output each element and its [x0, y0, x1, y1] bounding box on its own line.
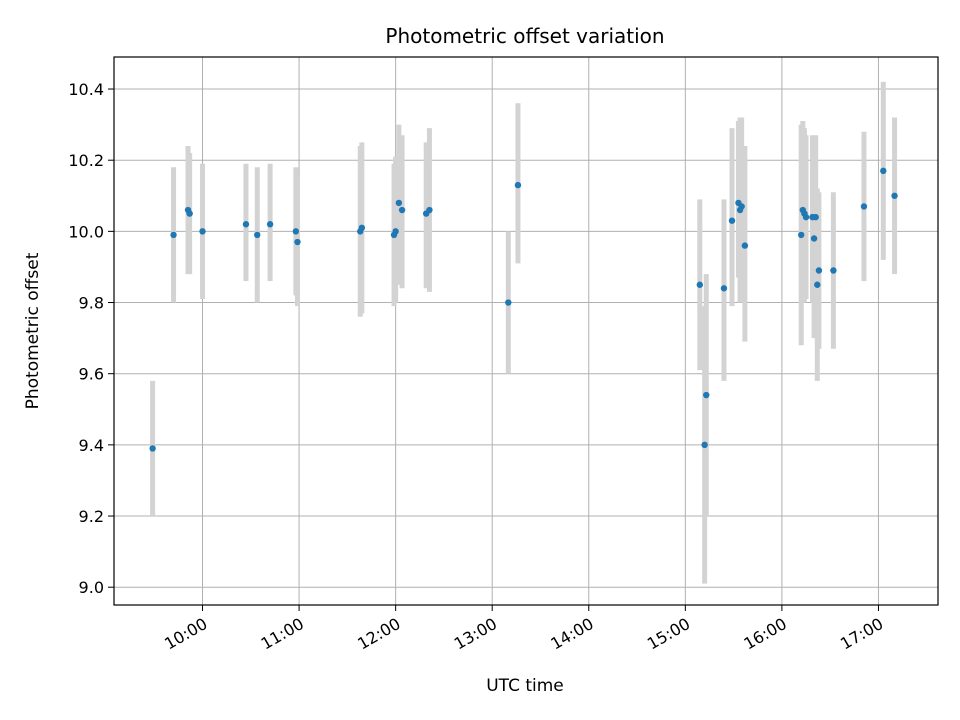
y-tick-label: 10.4 [68, 80, 104, 99]
data-point [703, 391, 710, 399]
plot-frame [113, 56, 939, 606]
data-point [199, 228, 206, 235]
data-point [266, 221, 274, 228]
y-tick-label: 9.6 [79, 365, 104, 384]
data-point [149, 445, 156, 452]
data-point [810, 235, 818, 242]
data-point [880, 167, 887, 175]
y-tick-label: 9.0 [79, 578, 104, 597]
data-point [815, 267, 823, 274]
data-point [696, 281, 704, 288]
data-point [891, 192, 898, 199]
data-point [505, 299, 512, 306]
y-tick-label: 9.2 [79, 507, 104, 526]
y-axis-label: Photometric offset [23, 252, 43, 409]
data-point [720, 285, 728, 292]
data-point [358, 224, 366, 232]
data-points [149, 167, 898, 452]
data-point [741, 242, 749, 249]
y-axis: 9.0 9.2 9.4 9.6 9.8 10.0 10.2 10.4 [68, 80, 114, 597]
data-point [170, 231, 177, 239]
data-point [186, 210, 193, 217]
y-tick-label: 10.0 [68, 222, 104, 241]
x-axis-label: UTC time [486, 676, 564, 696]
y-tick-label: 9.4 [79, 436, 104, 455]
data-point [292, 228, 300, 235]
y-tick-label: 10.2 [68, 151, 104, 170]
data-point [254, 231, 261, 239]
data-point [728, 217, 736, 224]
data-point [514, 181, 522, 189]
data-point [798, 231, 805, 239]
data-point [860, 203, 868, 210]
chart-title: Photometric offset variation [385, 24, 664, 48]
data-point [802, 213, 810, 221]
y-tick-label: 9.8 [79, 294, 104, 313]
data-point [426, 206, 433, 214]
data-point [812, 213, 819, 221]
data-point [830, 267, 837, 274]
data-point [294, 238, 301, 246]
data-point [242, 221, 250, 228]
data-point [738, 203, 745, 210]
data-point [701, 441, 708, 449]
data-point [395, 199, 403, 207]
data-point [814, 281, 821, 288]
data-point [398, 206, 406, 214]
data-point [392, 228, 399, 235]
